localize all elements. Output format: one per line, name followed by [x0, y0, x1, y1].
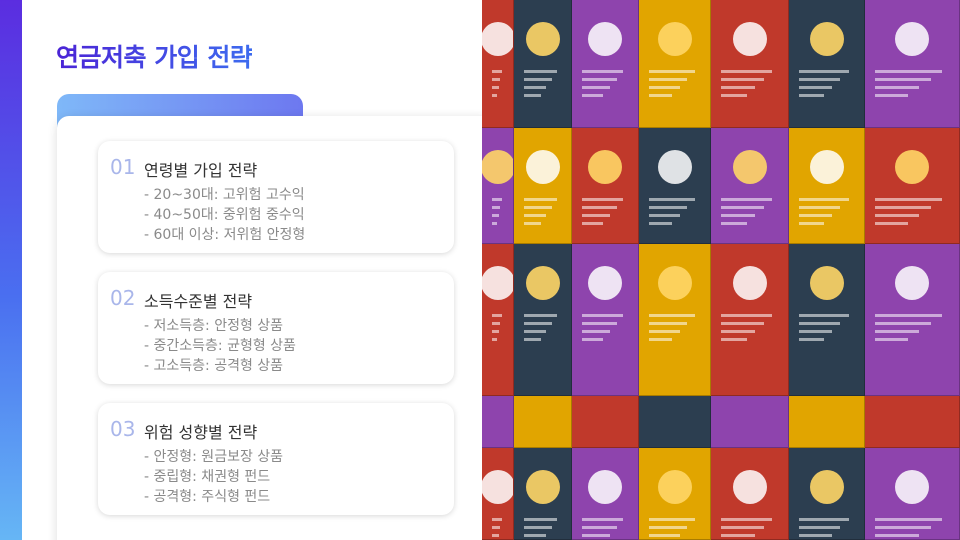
infographic-icon — [657, 470, 692, 504]
strategy-detail-line: - 중립형: 채권형 펀드 — [144, 469, 271, 485]
strategy-detail-line: - 저소득층: 안정형 상품 — [144, 318, 284, 334]
infographic-tile — [572, 396, 639, 448]
infographic-tile — [514, 0, 572, 128]
strategy-details: - 안정형: 원금보장 상품 - 중립형: 채권형 펀드 - 공격형: 주식형 … — [144, 447, 283, 507]
strategy-detail-line: - 중간소득층: 균형형 상품 — [144, 338, 296, 354]
infographic-tile — [789, 396, 865, 448]
strategy-number: 03 — [110, 417, 136, 441]
infographic-icon — [588, 150, 622, 184]
infographic-icon — [588, 266, 622, 300]
infographic-tile — [789, 448, 865, 540]
infographic-icon — [482, 150, 513, 184]
infographic-tile — [572, 0, 639, 128]
infographic-icon — [525, 266, 560, 300]
infographic-tile — [711, 396, 789, 448]
strategy-detail-line: - 안정형: 원금보장 상품 — [144, 449, 284, 465]
infographic-icon — [525, 470, 560, 504]
strategy-detail-line: - 고소득층: 공격형 상품 — [144, 358, 284, 374]
infographic-tile — [514, 396, 572, 448]
infographic-icon — [482, 470, 513, 504]
strategy-item-income: 02 소득수준별 전략 - 저소득층: 안정형 상품 - 중간소득층: 균형형 … — [98, 272, 454, 384]
infographic-tile — [514, 128, 572, 244]
strategy-title: 소득수준별 전략 — [144, 292, 253, 311]
infographic-tile — [711, 244, 789, 396]
infographic-icon — [732, 150, 767, 184]
infographic-icon — [809, 22, 844, 56]
strategy-item-risk: 03 위험 성향별 전략 - 안정형: 원금보장 상품 - 중립형: 채권형 펀… — [98, 403, 454, 515]
infographic-tile — [514, 244, 572, 396]
infographic-tile — [789, 128, 865, 244]
infographic-icon — [809, 150, 844, 184]
strategy-title: 연령별 가입 전략 — [144, 161, 258, 180]
infographic-tile — [639, 128, 711, 244]
infographic-icon — [809, 266, 844, 300]
infographic-tile — [865, 128, 960, 244]
infographic-icon — [657, 22, 692, 56]
infographic-tile — [482, 448, 514, 540]
infographic-tile — [639, 396, 711, 448]
infographic-icon — [482, 266, 513, 300]
infographic-tile — [482, 244, 514, 396]
strategy-title: 위험 성향별 전략 — [144, 423, 258, 442]
infographic-tile — [865, 448, 960, 540]
infographic-tile — [711, 448, 789, 540]
infographic-icon — [732, 470, 767, 504]
infographic-icon — [895, 22, 929, 56]
infographic-icon — [895, 266, 929, 300]
infographic-tile — [482, 0, 514, 128]
infographic-tile — [572, 128, 639, 244]
infographic-icon — [732, 266, 767, 300]
infographic-tile — [639, 448, 711, 540]
infographic-tile — [711, 128, 789, 244]
infographic-tile — [711, 0, 789, 128]
strategy-details: - 20~30대: 고위험 고수익 - 40~50대: 중위험 중수익 - 60… — [144, 185, 305, 245]
infographic-tile — [865, 396, 960, 448]
strategy-detail-line: - 공격형: 주식형 펀드 — [144, 489, 271, 505]
infographic-icon — [482, 22, 513, 56]
infographic-icon — [525, 150, 560, 184]
strategy-detail-line: - 40~50대: 중위험 중수익 — [144, 207, 305, 223]
strategy-item-age: 01 연령별 가입 전략 - 20~30대: 고위험 고수익 - 40~50대:… — [98, 141, 454, 253]
infographic-tile — [865, 0, 960, 128]
infographic-tile — [639, 0, 711, 128]
page-title: 연금저축 가입 전략 — [56, 38, 253, 74]
infographic-icon — [525, 22, 560, 56]
infographic-icon — [657, 266, 692, 300]
infographic-image — [482, 0, 960, 540]
infographic-tile — [514, 448, 572, 540]
infographic-tile — [865, 244, 960, 396]
infographic-tile — [789, 0, 865, 128]
infographic-tile — [482, 396, 514, 448]
strategy-detail-line: - 20~30대: 고위험 고수익 — [144, 187, 305, 203]
infographic-icon — [657, 150, 692, 184]
infographic-icon — [809, 470, 844, 504]
infographic-tile — [482, 128, 514, 244]
infographic-icon — [732, 22, 767, 56]
strategy-number: 02 — [110, 286, 136, 310]
strategy-number: 01 — [110, 155, 136, 179]
infographic-icon — [895, 150, 929, 184]
infographic-tile — [572, 448, 639, 540]
infographic-icon — [895, 470, 929, 504]
infographic-tile — [789, 244, 865, 396]
strategy-details: - 저소득층: 안정형 상품 - 중간소득층: 균형형 상품 - 고소득층: 공… — [144, 316, 296, 376]
infographic-tile — [572, 244, 639, 396]
infographic-tile — [639, 244, 711, 396]
left-accent-bar — [0, 0, 22, 540]
infographic-icon — [588, 470, 622, 504]
strategy-detail-line: - 60대 이상: 저위험 안정형 — [144, 227, 306, 243]
infographic-icon — [588, 22, 622, 56]
